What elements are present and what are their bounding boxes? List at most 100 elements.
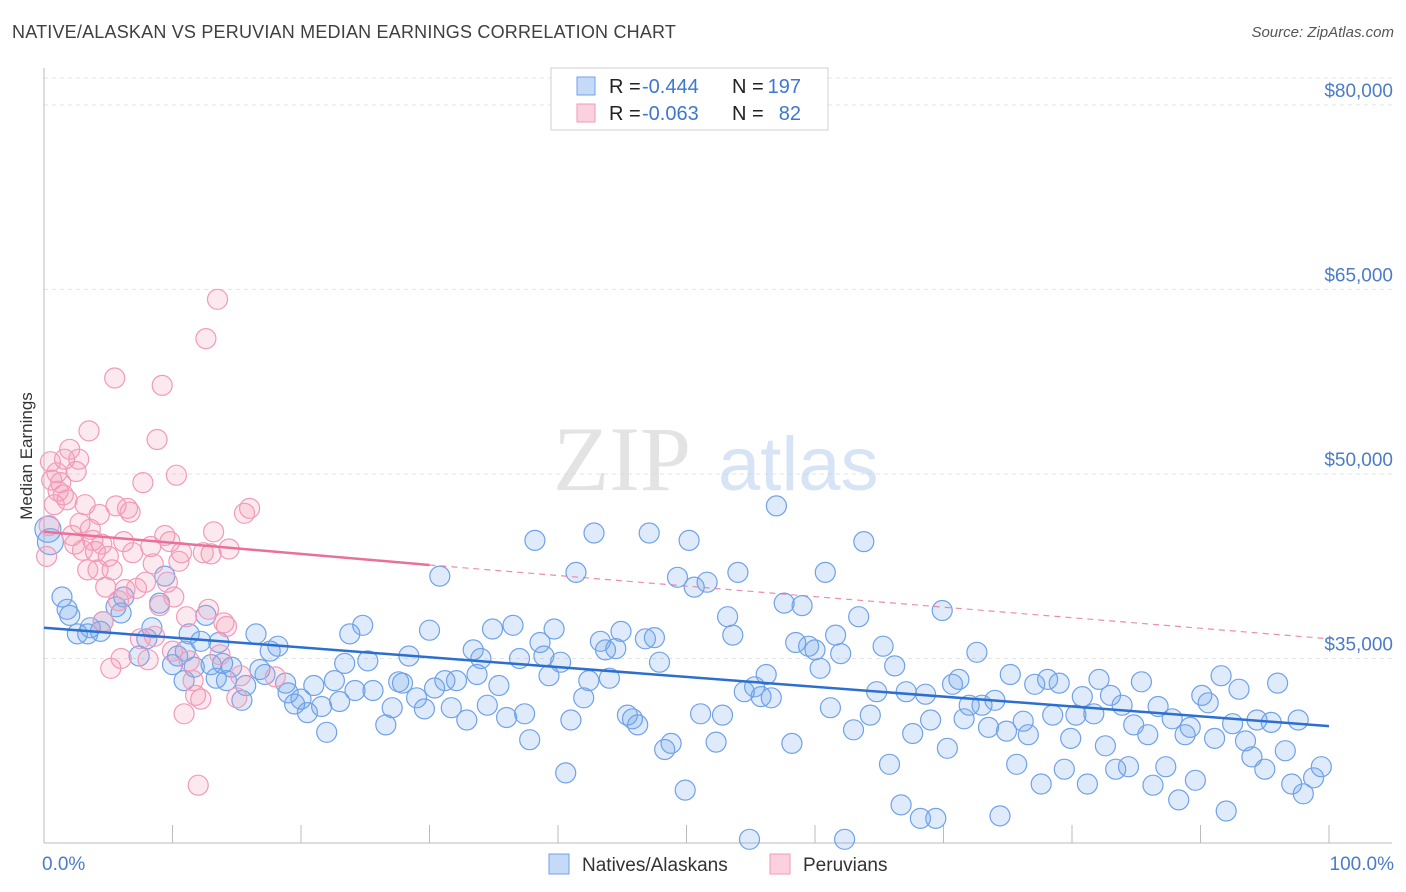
data-point-0-194 bbox=[1184, 769, 1207, 791]
data-point-1-47 bbox=[142, 553, 164, 575]
data-point-0-43 bbox=[296, 701, 318, 724]
data-point-1-20 bbox=[78, 420, 100, 442]
data-point-0-190 bbox=[1161, 708, 1183, 730]
data-point-0-134 bbox=[830, 642, 852, 665]
data-point-0-48 bbox=[329, 690, 351, 713]
data-point-0-64 bbox=[429, 565, 451, 587]
data-point-0-88 bbox=[565, 561, 587, 584]
data-point-0-127 bbox=[791, 594, 813, 617]
data-point-0-211 bbox=[1292, 783, 1314, 805]
data-point-0-141 bbox=[872, 635, 894, 657]
data-point-0-65 bbox=[434, 669, 456, 692]
data-point-0-53 bbox=[357, 650, 379, 672]
data-point-0-118 bbox=[738, 828, 761, 850]
data-point-0-198 bbox=[1210, 665, 1232, 687]
legend-n-label-peruvians: N = bbox=[732, 103, 764, 125]
legend-n-value-natives: 197 bbox=[768, 76, 801, 98]
data-point-0-179 bbox=[1094, 735, 1117, 757]
data-point-0-49 bbox=[334, 652, 356, 675]
data-point-1-0 bbox=[35, 545, 58, 568]
data-point-0-99 bbox=[627, 714, 649, 736]
legend-n-value-peruvians: 82 bbox=[779, 103, 801, 125]
data-point-0-102 bbox=[643, 626, 666, 649]
data-point-0-109 bbox=[678, 529, 700, 552]
x-tick-label-min: 0.0% bbox=[42, 854, 85, 875]
data-point-0-1 bbox=[36, 527, 65, 556]
data-point-0-181 bbox=[1105, 758, 1127, 780]
data-point-0-166 bbox=[1017, 724, 1039, 746]
data-point-0-197 bbox=[1203, 727, 1226, 750]
data-point-0-205 bbox=[1254, 758, 1276, 780]
data-point-1-70 bbox=[200, 543, 222, 565]
data-point-0-208 bbox=[1274, 740, 1296, 762]
data-point-0-95 bbox=[605, 637, 627, 660]
data-point-0-144 bbox=[890, 794, 912, 816]
data-point-1-32 bbox=[104, 367, 126, 389]
data-point-0-50 bbox=[339, 623, 361, 645]
data-point-0-107 bbox=[674, 779, 696, 801]
data-point-0-193 bbox=[1179, 716, 1201, 739]
data-point-0-58 bbox=[391, 672, 414, 694]
data-point-0-202 bbox=[1234, 730, 1257, 752]
data-point-0-81 bbox=[529, 631, 551, 654]
data-point-0-103 bbox=[648, 651, 671, 673]
data-point-0-139 bbox=[859, 704, 881, 726]
data-point-0-40 bbox=[277, 682, 299, 704]
data-point-0-167 bbox=[1024, 673, 1046, 695]
legend-r-label-peruvians: R = bbox=[609, 103, 641, 125]
data-point-1-31 bbox=[101, 559, 123, 581]
data-point-0-110 bbox=[689, 703, 712, 725]
data-point-0-115 bbox=[722, 624, 744, 646]
data-point-0-94 bbox=[598, 667, 621, 689]
data-point-1-36 bbox=[113, 530, 135, 553]
data-point-1-35 bbox=[110, 647, 132, 670]
data-point-1-68 bbox=[195, 328, 217, 350]
data-point-0-171 bbox=[1048, 672, 1070, 694]
data-point-0-191 bbox=[1168, 789, 1190, 811]
data-point-0-116 bbox=[727, 561, 749, 584]
data-point-0-164 bbox=[1006, 753, 1028, 775]
data-point-0-131 bbox=[814, 561, 836, 584]
data-point-1-69 bbox=[197, 598, 220, 620]
data-point-0-136 bbox=[842, 719, 865, 741]
data-point-0-123 bbox=[765, 495, 788, 517]
data-point-1-60 bbox=[173, 703, 195, 725]
data-point-0-163 bbox=[999, 663, 1021, 686]
series-legend: Natives/Alaskans Peruvians bbox=[548, 853, 888, 876]
data-point-1-58 bbox=[168, 550, 190, 572]
data-point-0-121 bbox=[755, 663, 777, 686]
data-point-0-182 bbox=[1111, 694, 1133, 716]
data-point-1-77 bbox=[226, 687, 248, 709]
data-point-0-62 bbox=[418, 619, 441, 641]
data-point-0-85 bbox=[549, 651, 572, 673]
legend-r-value-natives: -0.444 bbox=[642, 76, 699, 98]
data-point-0-75 bbox=[496, 706, 518, 729]
data-point-0-72 bbox=[476, 694, 498, 716]
data-point-0-135 bbox=[833, 828, 856, 850]
data-point-0-46 bbox=[316, 721, 338, 743]
data-point-0-114 bbox=[716, 606, 739, 628]
y-tick-label-2: $65,000 bbox=[1324, 265, 1393, 286]
data-point-0-67 bbox=[445, 669, 468, 692]
data-point-1-51 bbox=[151, 374, 173, 396]
data-point-1-71 bbox=[203, 521, 225, 543]
legend-box bbox=[550, 67, 829, 131]
data-point-0-159 bbox=[977, 716, 1000, 739]
data-points bbox=[34, 288, 1332, 850]
data-point-0-210 bbox=[1287, 709, 1309, 731]
data-point-0-52 bbox=[352, 614, 374, 636]
source-credit: Source: ZipAtlas.com bbox=[1251, 24, 1394, 41]
data-point-0-60 bbox=[406, 687, 428, 709]
watermark: ZIP atlas bbox=[553, 408, 879, 510]
data-point-0-34 bbox=[245, 623, 267, 645]
data-point-1-74 bbox=[213, 612, 235, 634]
data-point-0-74 bbox=[488, 674, 510, 697]
data-point-0-185 bbox=[1130, 671, 1153, 693]
data-point-0-89 bbox=[573, 687, 595, 709]
bottom-legend-swatch-peruvians bbox=[769, 853, 791, 875]
data-point-0-155 bbox=[953, 708, 975, 730]
axes bbox=[43, 68, 1392, 844]
data-point-0-84 bbox=[543, 618, 565, 640]
data-point-0-71 bbox=[470, 647, 492, 670]
